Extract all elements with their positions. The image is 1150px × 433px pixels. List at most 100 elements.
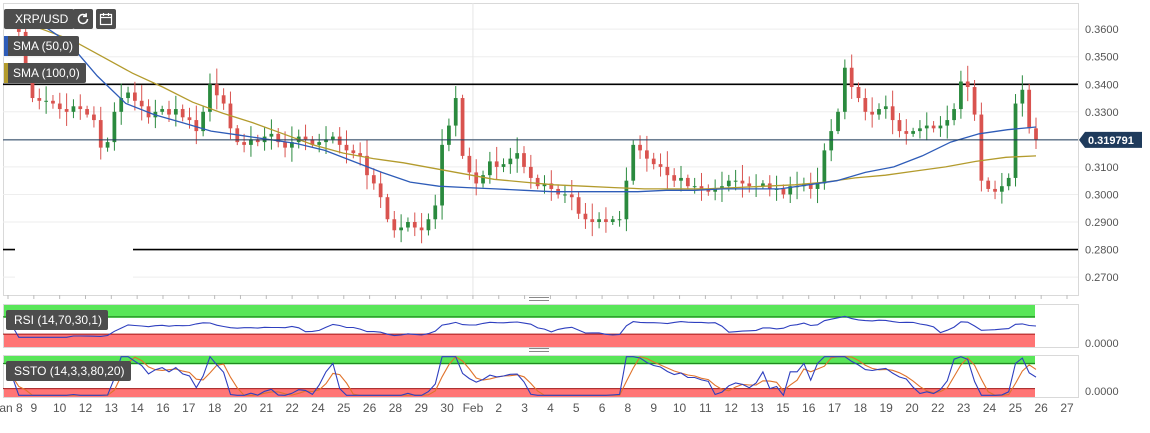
candle xyxy=(945,120,950,126)
candle xyxy=(481,175,485,184)
candle xyxy=(645,150,649,159)
x-tick-label: 14 xyxy=(130,401,144,415)
main-pane xyxy=(3,3,1079,296)
symbol-text: XRP/USD xyxy=(15,12,69,26)
x-tick-label: 26 xyxy=(363,401,377,415)
y-tick-label: 0.3500 xyxy=(1085,52,1119,64)
x-tick-label: 10 xyxy=(53,401,67,415)
candle xyxy=(208,84,212,112)
candle xyxy=(37,98,42,101)
x-tick-label: 9 xyxy=(30,401,37,415)
candle xyxy=(249,139,253,145)
candle xyxy=(658,164,663,167)
rsi-label[interactable]: RSI (14,70,30,1) xyxy=(6,310,109,330)
candle xyxy=(1027,89,1032,129)
x-tick-label: 16 xyxy=(802,401,816,415)
sma100-swatch xyxy=(4,63,8,83)
x-tick-label: 12 xyxy=(725,401,739,415)
candle xyxy=(399,227,403,231)
candle xyxy=(576,197,581,214)
x-tick-label: 30 xyxy=(440,401,454,415)
candle xyxy=(522,153,526,167)
legend-sma50[interactable]: SMA (50,0) xyxy=(4,36,80,56)
x-tick-label: 12 xyxy=(79,401,93,415)
y-tick-label: 0.2700 xyxy=(1085,272,1119,284)
symbol-label[interactable]: XRP/USD xyxy=(4,9,75,29)
candle xyxy=(57,103,62,110)
candle xyxy=(98,120,103,148)
candle xyxy=(201,111,206,132)
candle xyxy=(419,227,424,231)
x-tick-label: 25 xyxy=(337,401,351,415)
candle xyxy=(938,125,943,129)
candle xyxy=(1034,128,1038,140)
x-tick-label: 5 xyxy=(573,401,580,415)
candle xyxy=(1020,89,1025,104)
legend-sma100[interactable]: SMA (100,0) xyxy=(4,63,86,83)
candle xyxy=(877,109,881,115)
candle xyxy=(528,166,533,178)
candle xyxy=(726,180,731,187)
x-tick-label: 19 xyxy=(880,401,894,415)
candle xyxy=(863,98,868,112)
calendar-button[interactable] xyxy=(96,9,116,29)
candle xyxy=(788,186,793,195)
candle xyxy=(433,205,438,220)
candle xyxy=(842,67,847,112)
x-tick-label: 9 xyxy=(650,401,657,415)
candle xyxy=(904,131,909,134)
ssto-label[interactable]: SSTO (14,3,3,80,20) xyxy=(6,361,131,381)
candles xyxy=(10,9,1038,244)
refresh-button[interactable] xyxy=(73,9,93,29)
candle xyxy=(883,106,888,110)
candle xyxy=(979,114,984,181)
rsi-oversold-zone xyxy=(4,334,1035,347)
candle xyxy=(965,81,970,88)
pane-resize-handle-1[interactable] xyxy=(529,297,549,303)
candle xyxy=(890,106,895,121)
candle xyxy=(692,186,697,188)
candle xyxy=(160,109,165,112)
candle xyxy=(474,172,479,184)
refresh-icon xyxy=(77,13,89,25)
candle xyxy=(952,109,956,121)
candle xyxy=(392,219,397,231)
x-tick-label: 25 xyxy=(1009,401,1023,415)
calendar-icon xyxy=(99,13,113,26)
candle xyxy=(167,109,171,115)
sma100-line xyxy=(11,17,1037,190)
candle xyxy=(993,188,997,192)
candle xyxy=(269,133,274,137)
y-tick-label: 0.3600 xyxy=(1085,24,1119,36)
y-tick-label: 0.3400 xyxy=(1085,79,1119,91)
candle xyxy=(351,150,356,154)
x-tick-label: 17 xyxy=(182,401,196,415)
x-tick-label: 28 xyxy=(389,401,403,415)
candle xyxy=(624,180,629,220)
candle xyxy=(911,131,915,134)
candle xyxy=(918,128,922,132)
x-tick-label: 18 xyxy=(854,401,868,415)
candle xyxy=(426,219,431,231)
candle xyxy=(290,142,294,148)
candle xyxy=(71,106,76,112)
pane-resize-handle-2[interactable] xyxy=(529,348,549,354)
candle xyxy=(337,136,342,145)
candle xyxy=(535,177,540,187)
x-tick-label: 21 xyxy=(260,401,274,415)
x-tick-label: 3 xyxy=(521,401,528,415)
ssto-overbought-zone xyxy=(4,356,1035,365)
candle xyxy=(508,158,513,165)
x-tick-label: 24 xyxy=(311,401,325,415)
candle xyxy=(597,219,601,222)
candle xyxy=(699,186,704,189)
candle xyxy=(604,219,608,222)
candle xyxy=(563,194,567,196)
candle xyxy=(112,111,117,143)
candle xyxy=(358,153,363,156)
x-tick-label: 20 xyxy=(234,401,248,415)
candle xyxy=(959,81,963,110)
candle xyxy=(173,109,178,115)
